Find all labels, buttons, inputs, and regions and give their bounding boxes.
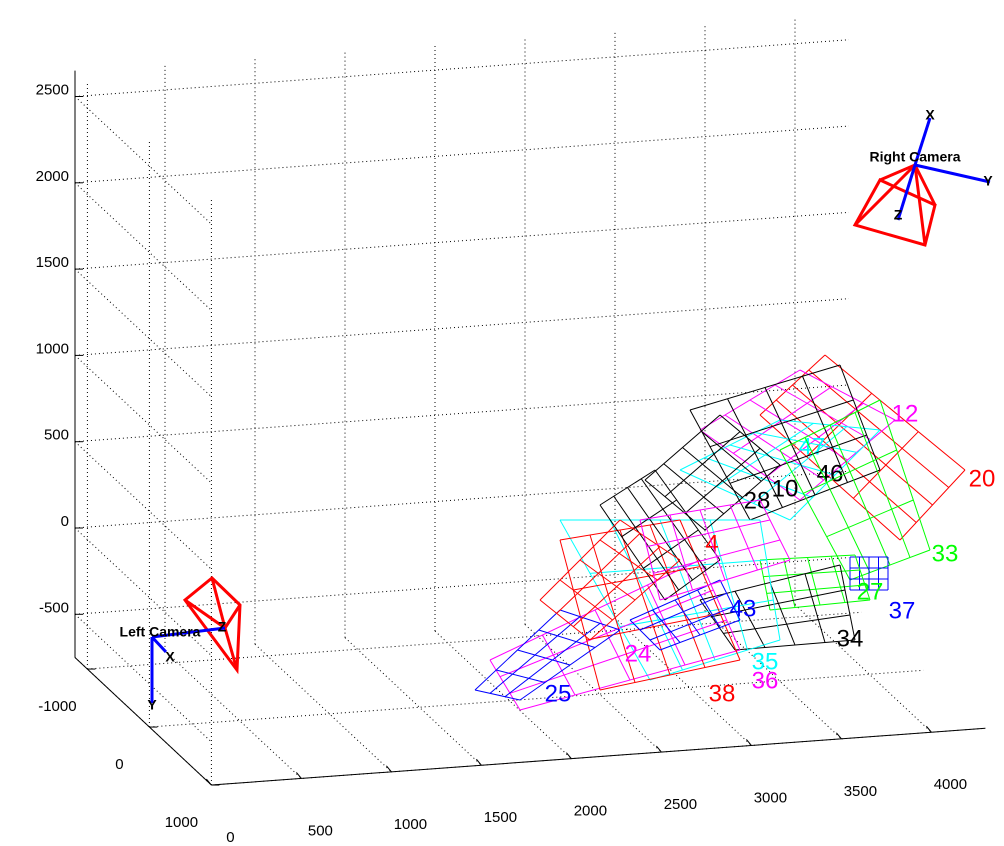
grid-line xyxy=(75,183,211,311)
y-tick-label: 2000 xyxy=(36,168,69,185)
x-tick-label: 1500 xyxy=(484,809,517,826)
z-tick-label: 1000 xyxy=(165,814,198,831)
camera-axis xyxy=(915,165,990,182)
chart: -500 0 500 1000 1500 2000 2500 0 500 1000 1500 2000… xyxy=(0,0,1004,846)
plane-grid xyxy=(900,470,965,540)
z-tick-label: 0 xyxy=(115,756,123,773)
z-tick-label: -1000 xyxy=(38,698,76,715)
y-tick-label: 0 xyxy=(61,513,69,530)
plane-grid xyxy=(540,520,620,600)
grid-line xyxy=(75,355,211,483)
plane-grid xyxy=(855,413,910,558)
grid-line xyxy=(75,126,849,183)
plane-label: 47 xyxy=(799,433,826,460)
grid-line xyxy=(75,40,849,97)
grid-line xyxy=(75,269,211,397)
plane-grid xyxy=(573,547,660,627)
plane-grid xyxy=(808,558,821,606)
grid-line xyxy=(165,651,301,779)
camera-label: Left Camera xyxy=(120,624,201,640)
y-tick-label: -500 xyxy=(39,599,69,616)
plane-grid xyxy=(587,613,720,640)
plane-grid xyxy=(760,520,780,640)
tick-mark xyxy=(206,779,211,785)
plane-grid xyxy=(660,620,740,650)
grid-line xyxy=(149,670,923,727)
x-tick-label: 0 xyxy=(226,829,234,846)
grid-line xyxy=(75,442,211,570)
plane-grid xyxy=(830,425,890,565)
y-tick-label: 1500 xyxy=(36,254,69,271)
tick-mark xyxy=(836,733,841,739)
grid-line xyxy=(255,644,391,772)
x-tick-label: 500 xyxy=(308,822,333,839)
x-tick-label: 4000 xyxy=(934,776,967,793)
x-tick-label: 1000 xyxy=(394,816,427,833)
y-tick-label: 1000 xyxy=(36,340,69,357)
grid-line xyxy=(75,385,849,442)
axis-line xyxy=(75,657,211,785)
grid-line xyxy=(75,212,849,269)
plane-grid xyxy=(730,505,758,570)
plane-label: 38 xyxy=(709,680,736,707)
tick-mark xyxy=(386,766,391,772)
plane-label: 36 xyxy=(752,667,779,694)
plane-grid xyxy=(490,660,520,710)
plane-grid xyxy=(680,420,780,470)
plane-grid xyxy=(853,432,918,499)
y-tick-label: 2500 xyxy=(36,81,69,98)
plane-label: 37 xyxy=(889,597,916,624)
grid-line xyxy=(75,97,211,225)
plane-grid xyxy=(775,385,871,440)
tick-mark xyxy=(746,739,751,745)
x-tick-label: 2500 xyxy=(664,796,697,813)
plane-label: 24 xyxy=(625,640,652,667)
x-tick-label: 3000 xyxy=(754,789,787,806)
x-tick-label: 2000 xyxy=(574,803,607,820)
tick-mark xyxy=(926,726,931,732)
axis-line xyxy=(211,728,985,785)
camera-axis-label: Y xyxy=(983,173,993,189)
plane-grid xyxy=(665,432,740,497)
plane-label: 12 xyxy=(892,400,919,427)
plane-label: 34 xyxy=(837,625,864,652)
y-tick-label: 500 xyxy=(44,427,69,444)
plane-label: 46 xyxy=(817,460,844,487)
camera-axis-label: Z xyxy=(218,619,227,635)
plane-grid xyxy=(475,610,560,690)
plane-grid xyxy=(763,570,860,577)
camera-label: Right Camera xyxy=(869,149,960,165)
plane-grid xyxy=(643,530,698,568)
plane-grid xyxy=(600,470,655,505)
plane-grid xyxy=(760,500,790,560)
grid-line xyxy=(345,638,481,766)
camera-axis-label: Y xyxy=(147,697,157,713)
grid-line xyxy=(75,471,849,528)
grid-line xyxy=(75,299,849,356)
plane-label: 10 xyxy=(772,475,799,502)
camera-axis-label: X xyxy=(925,107,935,123)
plane-label: 20 xyxy=(969,465,996,492)
tick-mark xyxy=(656,746,661,752)
tick-mark xyxy=(566,753,571,759)
camera-axis-label: Z xyxy=(894,207,903,223)
plane-grid xyxy=(650,607,733,640)
camera-axis-label: X xyxy=(165,649,175,665)
plane-grid xyxy=(645,415,720,480)
tick-mark xyxy=(296,772,301,778)
plane-label: 43 xyxy=(730,595,757,622)
plane-grid xyxy=(560,610,620,630)
plane-grid xyxy=(475,690,520,700)
tick-mark xyxy=(476,759,481,765)
plane-label: 25 xyxy=(545,680,572,707)
plane-label: 33 xyxy=(932,540,959,567)
plane-grid xyxy=(600,505,665,600)
plane-grid xyxy=(675,600,700,635)
x-tick-label: 3500 xyxy=(844,783,877,800)
plane-label: 27 xyxy=(857,578,884,605)
